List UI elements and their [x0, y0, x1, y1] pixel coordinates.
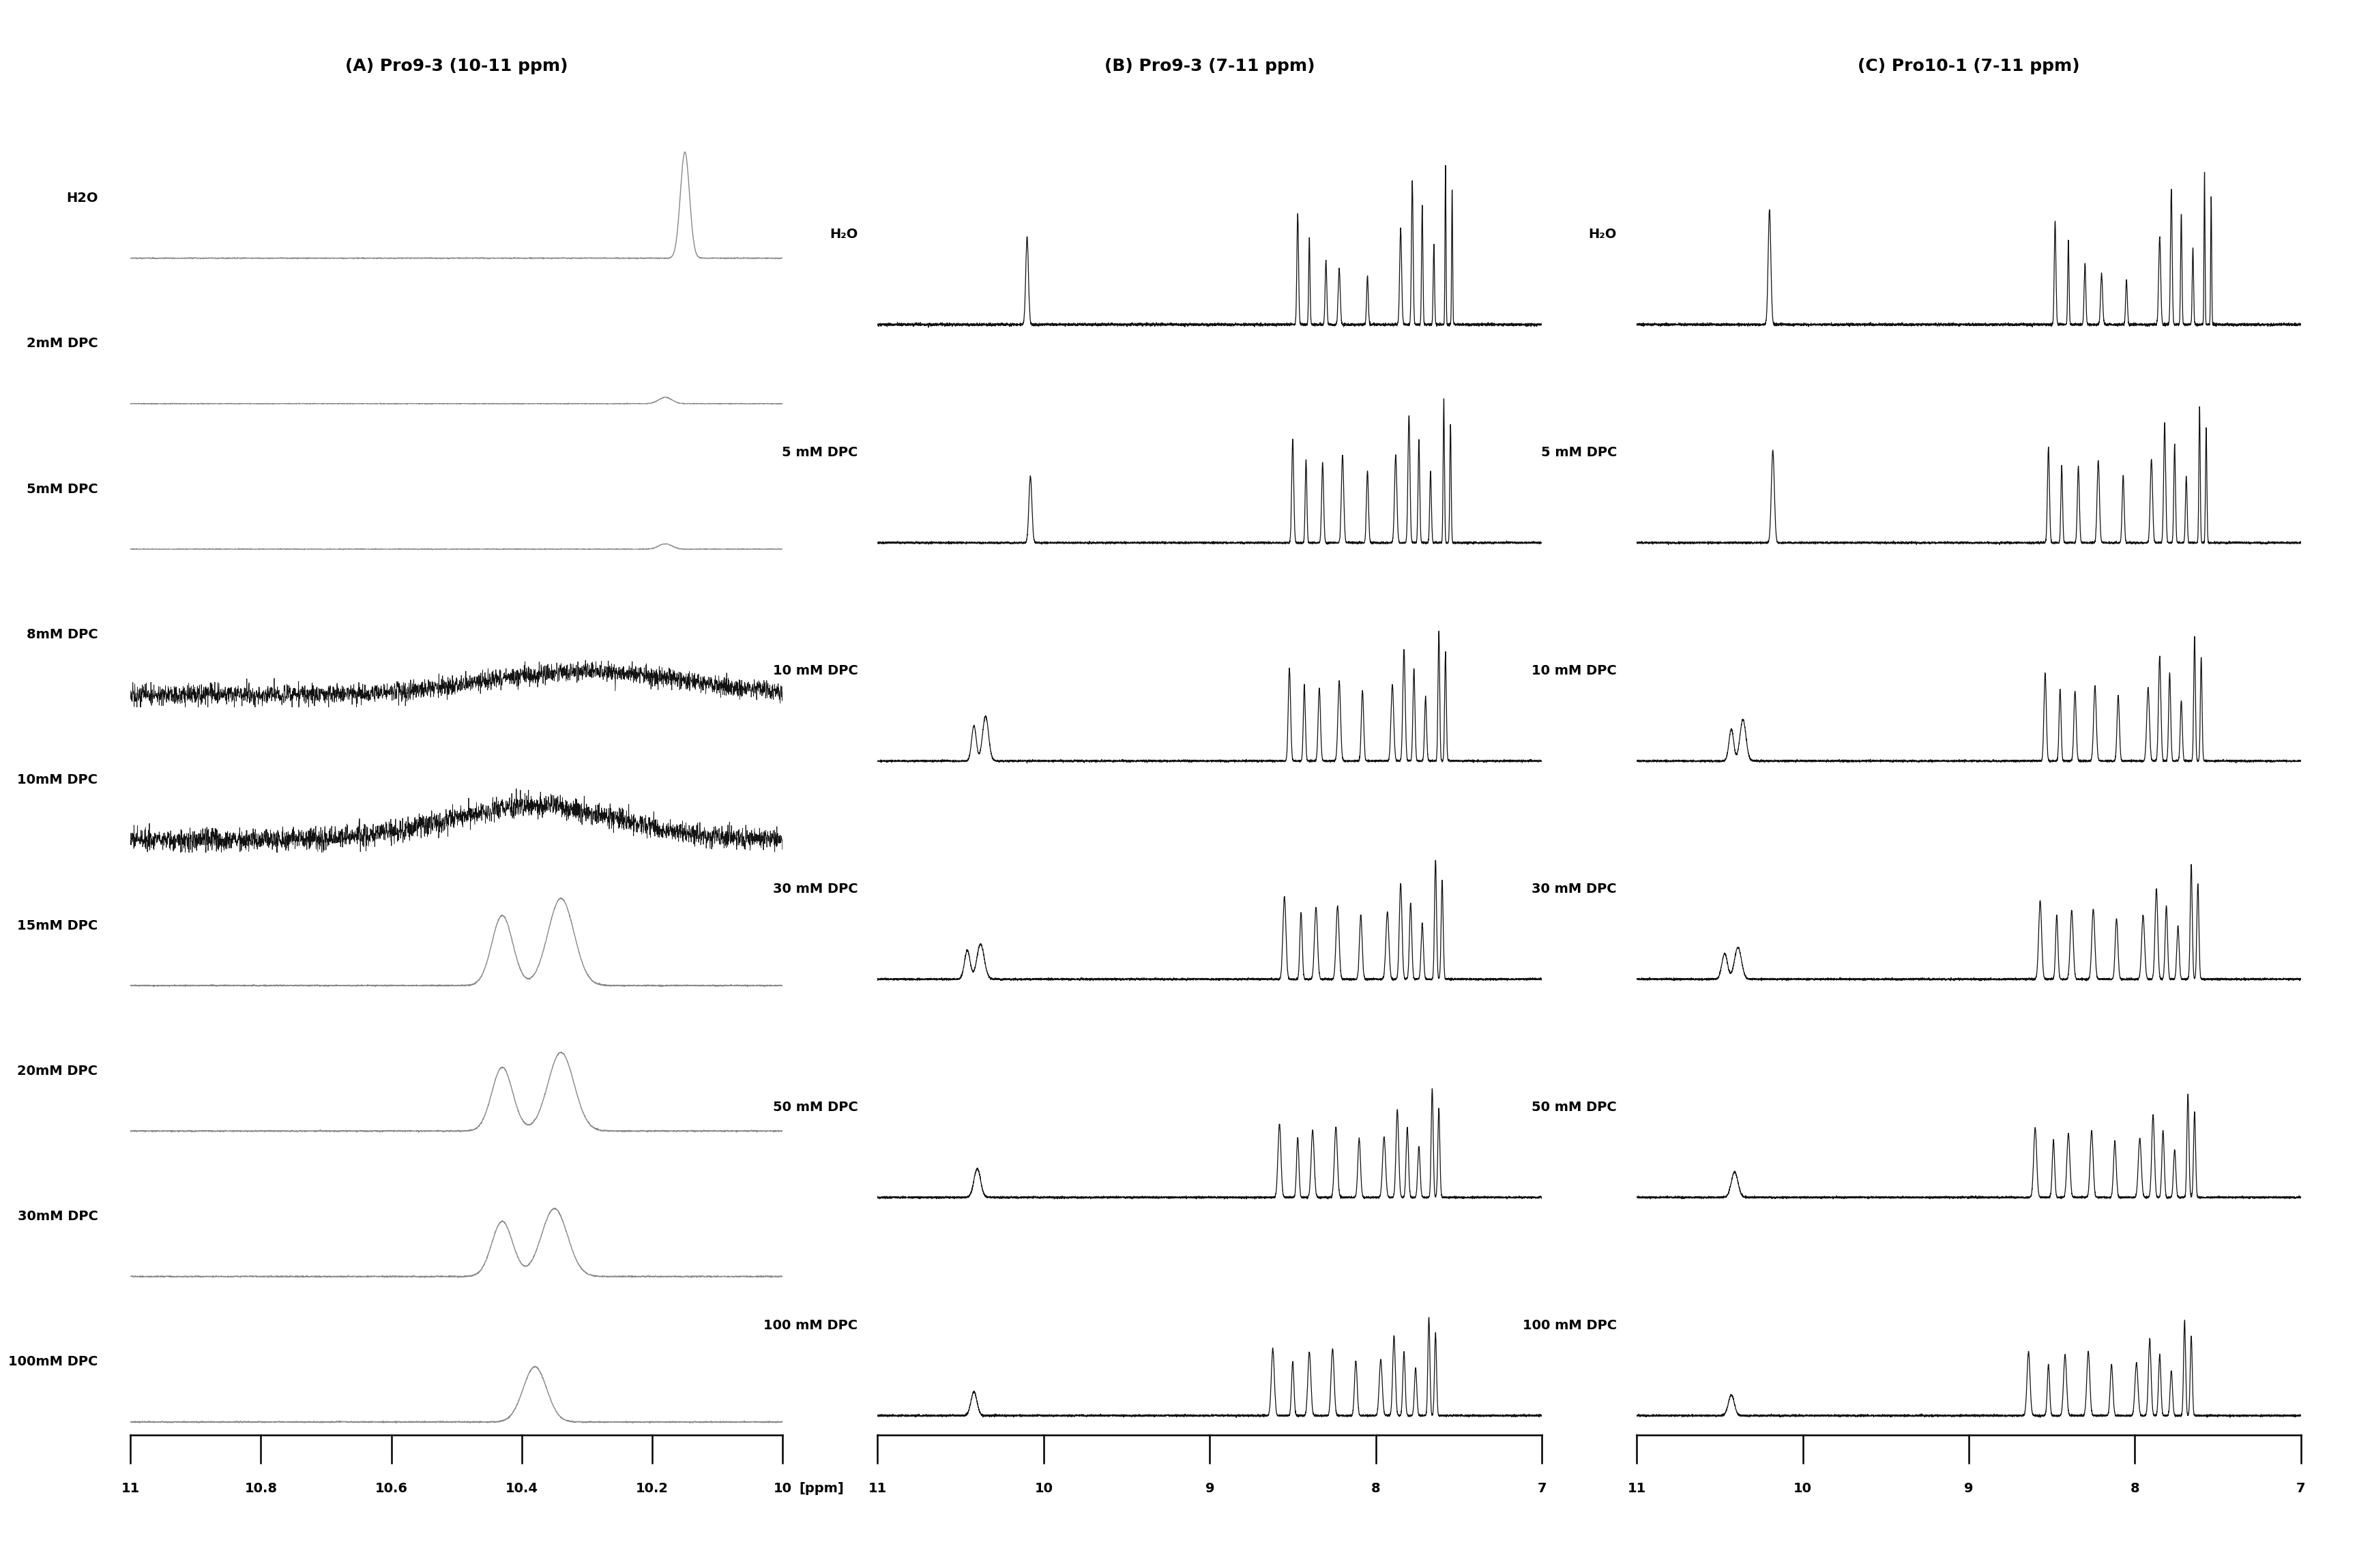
Text: 8mM DPC: 8mM DPC: [26, 629, 97, 641]
Text: 30 mM DPC: 30 mM DPC: [1532, 883, 1618, 895]
Text: 100 mM DPC: 100 mM DPC: [1523, 1319, 1618, 1333]
Text: (C) Pro10-1 (7-11 ppm): (C) Pro10-1 (7-11 ppm): [1857, 58, 2080, 74]
Text: H₂O: H₂O: [1589, 227, 1618, 241]
Text: H2O: H2O: [66, 191, 97, 205]
Text: 5 mM DPC: 5 mM DPC: [783, 447, 859, 459]
Text: (B) Pro9-3 (7-11 ppm): (B) Pro9-3 (7-11 ppm): [1105, 58, 1314, 74]
Text: 11: 11: [121, 1482, 140, 1494]
Text: 10mM DPC: 10mM DPC: [17, 773, 97, 787]
Text: 50 mM DPC: 50 mM DPC: [773, 1101, 859, 1113]
Text: 100 mM DPC: 100 mM DPC: [764, 1319, 859, 1333]
Text: 5 mM DPC: 5 mM DPC: [1542, 447, 1618, 459]
Text: 9: 9: [1205, 1482, 1214, 1494]
Text: 30 mM DPC: 30 mM DPC: [773, 883, 859, 895]
Text: 7: 7: [2296, 1482, 2306, 1494]
Text: 9: 9: [1964, 1482, 1974, 1494]
Text: H₂O: H₂O: [830, 227, 859, 241]
Text: 8: 8: [1371, 1482, 1381, 1494]
Text: 15mM DPC: 15mM DPC: [17, 919, 97, 931]
Text: 10: 10: [773, 1482, 792, 1494]
Text: 10: 10: [1034, 1482, 1053, 1494]
Text: 10.8: 10.8: [244, 1482, 278, 1494]
Text: 10.6: 10.6: [375, 1482, 408, 1494]
Text: 10.2: 10.2: [636, 1482, 669, 1494]
Text: 20mM DPC: 20mM DPC: [17, 1065, 97, 1077]
Text: 10 mM DPC: 10 mM DPC: [1532, 665, 1618, 677]
Text: 10 mM DPC: 10 mM DPC: [773, 665, 859, 677]
Text: 11: 11: [1627, 1482, 1646, 1494]
Text: 10.4: 10.4: [505, 1482, 538, 1494]
Text: 2mM DPC: 2mM DPC: [26, 337, 97, 350]
Text: 50 mM DPC: 50 mM DPC: [1532, 1101, 1618, 1113]
Text: 30mM DPC: 30mM DPC: [17, 1210, 97, 1223]
Text: [ppm]: [ppm]: [799, 1482, 844, 1494]
Text: 10: 10: [1793, 1482, 1812, 1494]
Text: 8: 8: [2130, 1482, 2140, 1494]
Text: (A) Pro9-3 (10-11 ppm): (A) Pro9-3 (10-11 ppm): [346, 58, 567, 74]
Text: 100mM DPC: 100mM DPC: [7, 1355, 97, 1369]
Text: 5mM DPC: 5mM DPC: [26, 483, 97, 495]
Text: 11: 11: [868, 1482, 887, 1494]
Text: 7: 7: [1537, 1482, 1547, 1494]
